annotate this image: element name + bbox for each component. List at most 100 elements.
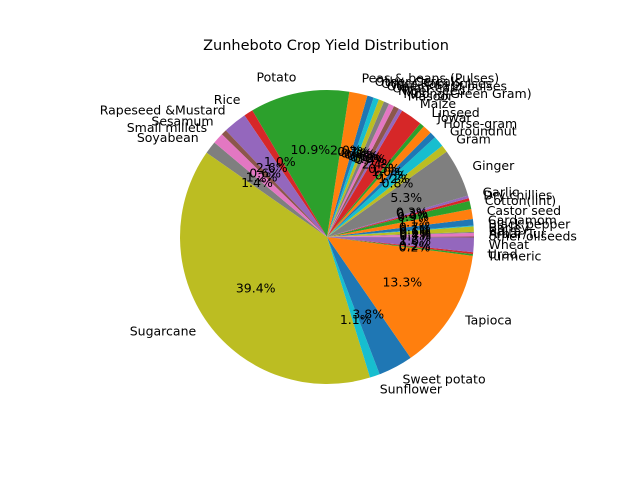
slice-cotton-lint: [327, 200, 472, 237]
slice-percent-other-kharif-pulses: 0.6%: [344, 147, 376, 162]
slice-other-oilseeds: [327, 236, 475, 238]
slice-label-jowar: Jowar: [436, 110, 472, 125]
slice-small-millets: [214, 134, 327, 237]
slice-label-onion: Onion: [392, 81, 429, 96]
slice-percent-jowar: 1.0%: [371, 164, 403, 179]
slice-other-kharif-pulses: [327, 99, 384, 238]
slice-label-ginger: Ginger: [472, 158, 515, 173]
slice-label-other-cereals: Other Cereals: [375, 74, 461, 89]
slice-sugarcane: [180, 152, 371, 385]
slice-label-cotton-lint: Cotton(lint): [485, 193, 556, 208]
slice-percent-gram: 0.8%: [382, 176, 414, 191]
slice-turmeric: [327, 237, 474, 256]
slice-percent-other-oilseeds: 0.1%: [399, 229, 431, 244]
slice-percent-tapioca: 13.3%: [382, 274, 422, 289]
slice-label-small-millets: Small millets: [127, 120, 207, 135]
slice-percent-black-pepper: 0.1%: [399, 222, 431, 237]
slice-label-dry-chillies: Dry chillies: [483, 187, 552, 202]
slice-label-peas-beans-pulses: Peas & beans (Pulses): [362, 71, 500, 86]
slice-percent-other-rabi-pulses: 0.6%: [341, 145, 373, 160]
slice-label-potato: Potato: [257, 70, 297, 85]
slice-label-sugarcane: Sugarcane: [130, 324, 197, 339]
slice-rapeseed-mustard: [225, 115, 327, 237]
slice-label-horse-gram: Horse-gram: [443, 116, 517, 131]
pie-labels: Soyabean 1.4% Sugarcane 39.4% Sunflower 1.1% S…: [100, 70, 577, 397]
slice-percent-dry-chillies: 0.3%: [396, 206, 428, 221]
slice-label-groundnut: Groundnut: [450, 123, 517, 138]
slice-percent-cardamom: 0.7%: [399, 220, 431, 235]
slice-percent-castor-seed: 1.1%: [398, 215, 430, 230]
slice-label-other-oilseeds: other oilseeds: [489, 229, 577, 244]
slice-barley: [327, 226, 474, 237]
slice-label-other-kharif-pulses: Other Kharif pulses: [387, 78, 507, 93]
slice-black-pepper: [327, 225, 474, 237]
slice-percent-bajra: 0.1%: [399, 226, 431, 241]
slice-label-sunflower: Sunflower: [380, 381, 443, 396]
slice-label-maize: Maize: [420, 96, 456, 111]
slice-label-tapioca: Tapioca: [464, 313, 512, 328]
slice-label-rice: Rice: [214, 92, 241, 107]
slice-label-sesamum: Sesamum: [151, 113, 213, 128]
slice-percent-potato: 10.9%: [290, 142, 330, 157]
slice-groundnut: [327, 137, 443, 237]
slice-sunflower: [327, 237, 380, 378]
slice-label-sweet-potato: Sweet potato: [403, 372, 486, 387]
slice-soyabean: [206, 142, 327, 237]
slice-linseed: [327, 123, 424, 237]
slice-jowar: [327, 126, 431, 237]
slice-other-cereals: [327, 95, 374, 237]
slice-percent-urad: 0.2%: [399, 238, 431, 253]
slice-label-bajra: Bajra: [489, 223, 522, 238]
slice-bajra: [327, 231, 474, 237]
slice-arhar-tur: [327, 232, 474, 237]
slice-percent-sweet-potato: 3.8%: [352, 307, 384, 322]
slice-label-linseed: Linseed: [432, 105, 480, 120]
slice-label-turmeric: Turmeric: [487, 248, 542, 263]
slice-percent-linseed: 0.5%: [368, 161, 400, 176]
slice-percent-rapeseed-mustard: 2.6%: [256, 160, 288, 175]
slice-percent-sesamum: 0.6%: [249, 166, 281, 181]
slice-niger-seed: [327, 103, 394, 237]
slice-label-niger-seed: Niger seed: [398, 83, 465, 98]
slice-cardamom: [327, 219, 474, 237]
slice-urad: [327, 237, 474, 255]
slice-percent-soyabean: 1.4%: [241, 175, 273, 190]
slice-percent-ginger: 5.3%: [390, 190, 422, 205]
slice-percent-garlic: 0.3%: [396, 204, 428, 219]
slice-ginger: [327, 151, 469, 237]
slice-percent-horse-gram: 0.7%: [375, 167, 407, 182]
slice-percent-rice: 1.0%: [264, 154, 296, 169]
slice-label-masoor: Masoor: [408, 89, 454, 104]
slice-sweet-potato: [327, 237, 411, 375]
slice-percent-masoor: 0.4%: [355, 152, 387, 167]
slice-rice: [244, 110, 327, 237]
slice-percent-sugarcane: 39.4%: [236, 280, 276, 295]
slice-wheat: [327, 237, 474, 253]
slice-tapioca: [327, 237, 473, 358]
slice-sesamum: [221, 130, 327, 237]
slice-percent-turmeric: 0.2%: [399, 239, 431, 254]
slice-label-rapeseed-mustard: Rapeseed &Mustard: [100, 103, 226, 118]
chart-title: Zunheboto Crop Yield Distribution: [203, 38, 449, 54]
slice-label-wheat: Wheat: [489, 237, 530, 252]
slice-label-arhar-tur: Arhar/Tur: [489, 226, 547, 241]
slice-potato: [252, 90, 350, 237]
slice-garlic: [327, 195, 469, 237]
slice-percent-groundnut: 1.2%: [378, 171, 410, 186]
slice-horse-gram: [327, 132, 436, 237]
slice-percent-peas-beans-pulses: 2.0%: [330, 142, 362, 157]
slice-label-gram: Gram: [456, 131, 491, 146]
slice-label-castor-seed: Castor seed: [487, 203, 561, 218]
slice-dry-chillies: [327, 198, 470, 237]
pie-wedges: [180, 90, 475, 385]
slice-percent-moong-green-gram: 0.6%: [353, 151, 385, 166]
slice-moong-green-gram: [327, 106, 399, 237]
slice-label-other-rabi-pulses: Other Rabi pulses: [381, 76, 492, 91]
slice-percent-arhar-tur: 0.4%: [399, 227, 431, 242]
slice-percent-small-millets: 1.2%: [246, 169, 278, 184]
slice-masoor: [327, 108, 403, 237]
slice-percent-wheat: 1.6%: [399, 233, 431, 248]
slice-label-moong-green-gram: Moong(Green Gram): [403, 86, 531, 101]
slice-label-garlic: Garlic: [483, 184, 519, 199]
